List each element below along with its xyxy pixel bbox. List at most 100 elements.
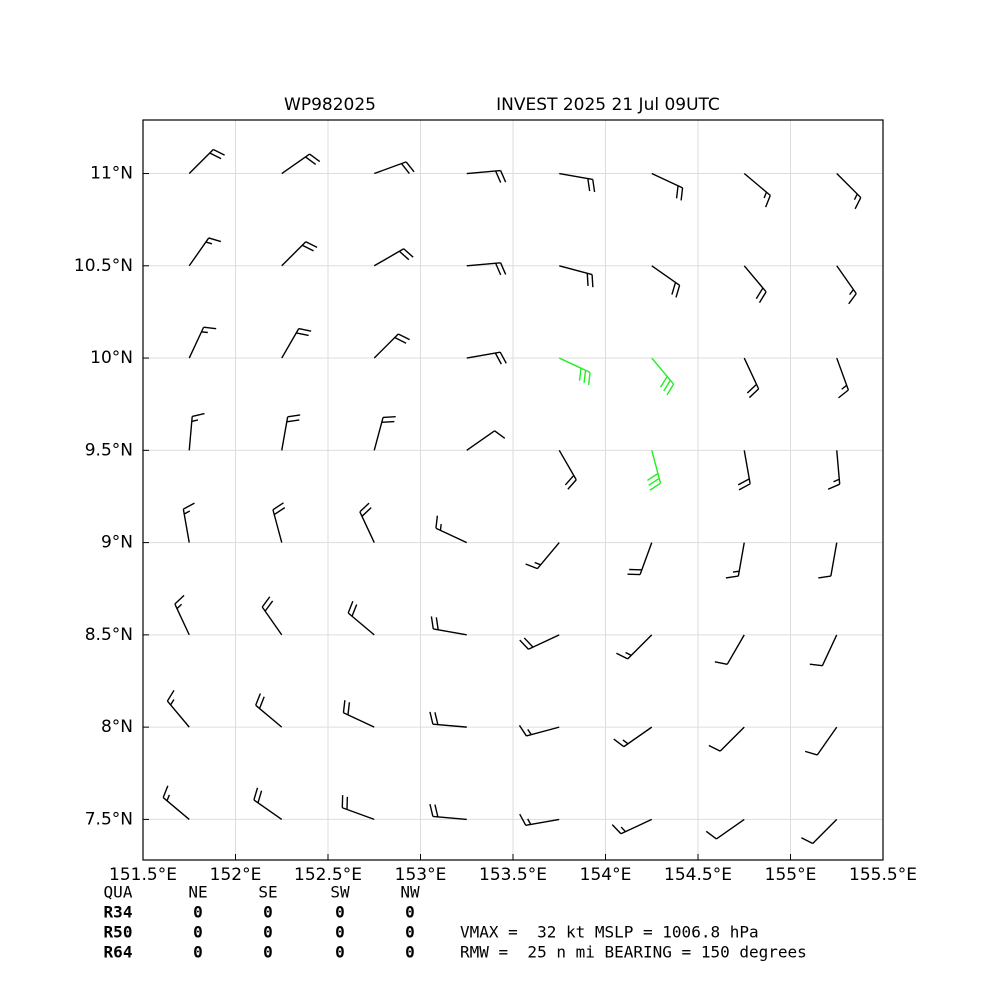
table-header: NE bbox=[188, 883, 207, 902]
wind-barb bbox=[373, 416, 396, 451]
wind-barb bbox=[651, 357, 675, 396]
table-cell: 0 bbox=[263, 903, 273, 922]
wind-barb bbox=[341, 795, 375, 821]
x-tick-label: 151.5°E bbox=[109, 865, 177, 885]
wind-barb bbox=[429, 803, 467, 821]
wind-barb bbox=[374, 161, 415, 175]
wind-barb bbox=[162, 785, 190, 820]
wind-barb bbox=[188, 237, 222, 267]
wind-barb bbox=[272, 502, 286, 543]
wind-barb bbox=[466, 169, 507, 183]
wind-barb bbox=[281, 241, 318, 267]
wind-barb bbox=[466, 430, 506, 451]
table-cell: 0 bbox=[193, 923, 203, 942]
wind-barb bbox=[743, 265, 767, 303]
wind-barb bbox=[827, 450, 841, 490]
wind-barb bbox=[188, 412, 205, 451]
chart-title: WP982025 bbox=[284, 95, 376, 115]
wind-barb bbox=[253, 787, 283, 820]
wind-barb bbox=[435, 515, 468, 544]
wind-barb bbox=[616, 634, 653, 660]
wind-barb bbox=[466, 262, 507, 276]
wind-barb bbox=[166, 689, 190, 728]
table-cell: 0 bbox=[405, 943, 415, 962]
y-tick-label: 10.5°N bbox=[74, 256, 133, 276]
wind-barb bbox=[836, 357, 850, 399]
wind-barb bbox=[836, 173, 862, 210]
wind-barb bbox=[651, 172, 684, 201]
wind-barb bbox=[705, 818, 745, 840]
wind-barb bbox=[518, 724, 560, 737]
x-tick-label: 153.5°E bbox=[479, 865, 547, 885]
wind-barb bbox=[804, 726, 838, 756]
table-cell: 0 bbox=[193, 903, 203, 922]
wind-barb bbox=[627, 542, 653, 576]
storm-info: RMW = 25 n mi BEARING = 150 degrees bbox=[460, 943, 807, 962]
wind-barb bbox=[519, 634, 560, 650]
table-header: QUA bbox=[104, 883, 133, 902]
wind-barb bbox=[836, 265, 857, 305]
wind-barb bbox=[347, 600, 375, 636]
table-header: SE bbox=[258, 883, 277, 902]
wind-barb bbox=[525, 542, 560, 570]
table-cell: 0 bbox=[193, 943, 203, 962]
y-tick-label: 9.5°N bbox=[85, 440, 133, 460]
wind-barb bbox=[174, 594, 190, 636]
x-tick-label: 154°E bbox=[580, 865, 632, 885]
table-cell: 0 bbox=[405, 923, 415, 942]
y-tick-label: 11°N bbox=[90, 164, 133, 184]
wind-barb bbox=[611, 818, 653, 835]
table-header: SW bbox=[330, 883, 350, 902]
x-tick-label: 155.5°E bbox=[849, 865, 917, 885]
wind-barb bbox=[182, 502, 195, 543]
wind-barb bbox=[801, 818, 838, 845]
wind-barb bbox=[708, 726, 745, 752]
wind-barb bbox=[342, 700, 375, 728]
wind-barb bbox=[714, 634, 745, 665]
wind-barb bbox=[558, 357, 591, 386]
y-tick-label: 10°N bbox=[90, 348, 133, 368]
wind-barb bbox=[430, 616, 467, 636]
table-cell: 0 bbox=[335, 943, 345, 962]
x-tick-label: 154.5°E bbox=[664, 865, 732, 885]
wind-barb bbox=[725, 542, 745, 579]
x-tick-label: 152°E bbox=[210, 865, 262, 885]
row-label: R50 bbox=[104, 923, 133, 942]
chart-subtitle: INVEST 2025 21 Jul 09UTC bbox=[496, 95, 720, 115]
wind-barb bbox=[613, 726, 653, 748]
table-cell: 0 bbox=[263, 923, 273, 942]
wind-barb bbox=[359, 502, 375, 543]
wind-barb bbox=[737, 450, 751, 491]
wind-barb bbox=[188, 326, 217, 359]
wind-barb bbox=[559, 172, 596, 193]
wind-barb bbox=[429, 711, 467, 728]
wind-barb bbox=[261, 596, 283, 636]
y-tick-label: 8°N bbox=[101, 717, 133, 737]
x-tick-label: 155°E bbox=[765, 865, 817, 885]
table-cell: 0 bbox=[335, 923, 345, 942]
table-cell: 0 bbox=[405, 903, 415, 922]
wind-barb bbox=[647, 450, 662, 491]
row-label: R34 bbox=[104, 903, 133, 922]
wind-barb bbox=[466, 351, 507, 365]
wind-barb bbox=[559, 265, 594, 288]
wind-barb bbox=[281, 327, 312, 359]
storm-info: VMAX = 32 kt MSLP = 1006.8 hPa bbox=[460, 923, 759, 942]
wind-barb bbox=[373, 333, 410, 359]
wind-barb bbox=[651, 265, 681, 298]
wind-barb bbox=[809, 634, 838, 667]
y-tick-label: 9°N bbox=[101, 533, 133, 553]
wind-barb bbox=[188, 148, 225, 175]
row-label: R64 bbox=[104, 943, 133, 962]
x-tick-label: 152.5°E bbox=[294, 865, 362, 885]
x-tick-label: 153°E bbox=[395, 865, 447, 885]
wind-barb bbox=[373, 248, 414, 267]
table-cell: 0 bbox=[335, 903, 345, 922]
wind-barb bbox=[743, 357, 760, 399]
wind-barb bbox=[281, 414, 301, 451]
wind-barb bbox=[281, 153, 321, 175]
wind-barb bbox=[818, 542, 838, 579]
wind-barb bbox=[255, 693, 283, 728]
y-tick-label: 7.5°N bbox=[85, 809, 133, 829]
